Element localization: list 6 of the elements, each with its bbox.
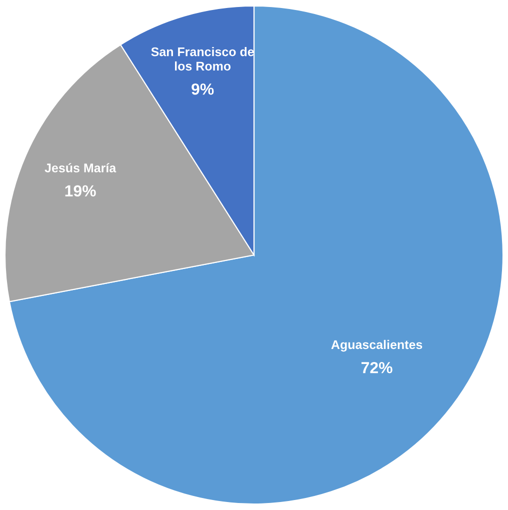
- slice-label: San Francisco de los Romo: [151, 47, 254, 71]
- data-label: 72%: [362, 362, 392, 374]
- slice-label: Jesús María: [44, 163, 116, 172]
- data-label: 9%: [192, 83, 214, 95]
- slice-label: Aguascalientes: [331, 340, 422, 352]
- data-label: 19%: [65, 185, 96, 197]
